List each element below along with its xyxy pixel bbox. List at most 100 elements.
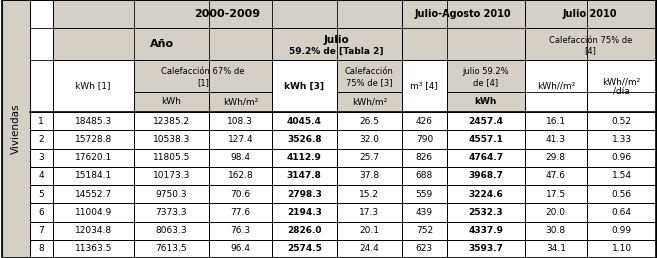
Text: 2: 2 (38, 135, 44, 144)
Bar (337, 60, 402, 92)
Bar (447, 60, 524, 92)
Bar (587, 185, 656, 203)
Bar (587, 130, 656, 149)
Text: 8: 8 (38, 244, 44, 253)
Text: 8063.3: 8063.3 (156, 226, 188, 235)
Bar (337, 112, 402, 130)
Text: Julio 2010: Julio 2010 (563, 9, 617, 19)
Bar (30, 240, 53, 258)
Text: 10173.3: 10173.3 (153, 171, 190, 180)
Bar (447, 240, 524, 258)
Bar (337, 167, 402, 185)
Bar (209, 240, 272, 258)
Bar (524, 240, 587, 258)
Text: kWh: kWh (474, 98, 497, 107)
Bar (447, 92, 524, 112)
Text: kWh [1]: kWh [1] (76, 82, 111, 91)
Bar (402, 167, 447, 185)
Text: 34.1: 34.1 (546, 244, 566, 253)
Bar (587, 60, 656, 112)
Bar (53, 112, 134, 130)
Text: 0.52: 0.52 (611, 117, 632, 126)
Bar (53, 130, 134, 149)
Text: 790: 790 (416, 135, 433, 144)
Bar (209, 130, 272, 149)
Bar (30, 149, 53, 167)
Bar (524, 0, 656, 28)
Text: kWh//m²: kWh//m² (603, 77, 641, 86)
Bar (30, 185, 53, 203)
Text: m³ [4]: m³ [4] (411, 82, 438, 91)
Bar (337, 222, 402, 240)
Text: 5: 5 (38, 190, 44, 199)
Bar (337, 240, 402, 258)
Text: 6: 6 (38, 208, 44, 217)
Text: 2532.3: 2532.3 (468, 208, 503, 217)
Text: 29.8: 29.8 (546, 153, 566, 162)
Text: julio 59.2%: julio 59.2% (463, 67, 509, 76)
Text: 3526.8: 3526.8 (287, 135, 322, 144)
Bar (337, 149, 402, 167)
Text: Viviendas: Viviendas (11, 104, 21, 154)
Text: 4557.1: 4557.1 (468, 135, 503, 144)
Text: 4337.9: 4337.9 (468, 226, 503, 235)
Text: 24.4: 24.4 (359, 244, 379, 253)
Text: 47.6: 47.6 (546, 171, 566, 180)
Bar (30, 167, 53, 185)
Bar (402, 0, 524, 28)
Bar (447, 167, 524, 185)
Bar (447, 149, 524, 167)
Bar (447, 112, 524, 130)
Text: 7373.3: 7373.3 (156, 208, 188, 217)
Bar (524, 130, 587, 149)
Bar (524, 222, 587, 240)
Bar (53, 149, 134, 167)
Bar (30, 203, 53, 222)
Text: 108.3: 108.3 (228, 117, 253, 126)
Text: 59.2% de [Tabla 2]: 59.2% de [Tabla 2] (290, 46, 384, 55)
Bar (587, 222, 656, 240)
Bar (337, 203, 402, 222)
Text: 162.8: 162.8 (228, 171, 253, 180)
Bar (134, 112, 209, 130)
Bar (402, 240, 447, 258)
Text: Calefacción: Calefacción (345, 67, 393, 76)
Text: Julio-Agosto 2010: Julio-Agosto 2010 (415, 9, 511, 19)
Text: 14552.7: 14552.7 (74, 190, 112, 199)
Bar (402, 28, 524, 60)
Bar (53, 0, 402, 28)
Bar (587, 167, 656, 185)
Text: 2000-2009: 2000-2009 (194, 9, 261, 19)
Text: 20.0: 20.0 (546, 208, 566, 217)
Bar (134, 92, 209, 112)
Text: 426: 426 (416, 117, 433, 126)
Text: 3968.7: 3968.7 (468, 171, 503, 180)
Text: 16.1: 16.1 (545, 117, 566, 126)
Bar (209, 92, 272, 112)
Bar (30, 130, 53, 149)
Text: 15184.1: 15184.1 (74, 171, 112, 180)
Bar (402, 130, 447, 149)
Text: 76.3: 76.3 (230, 226, 251, 235)
Bar (30, 0, 53, 258)
Bar (209, 222, 272, 240)
Text: kWh/m²: kWh/m² (351, 98, 387, 107)
Text: 826: 826 (416, 153, 433, 162)
Bar (402, 203, 447, 222)
Text: de [4]: de [4] (473, 78, 498, 87)
Bar (134, 240, 209, 258)
Bar (53, 185, 134, 203)
Text: kWh: kWh (161, 98, 182, 107)
Text: 30.8: 30.8 (545, 226, 566, 235)
Bar (53, 60, 134, 112)
Text: 1.10: 1.10 (611, 244, 632, 253)
Text: 41.3: 41.3 (546, 135, 566, 144)
Text: 3: 3 (38, 153, 44, 162)
Text: 26.5: 26.5 (359, 117, 379, 126)
Text: 9750.3: 9750.3 (156, 190, 188, 199)
Text: kWh//m²: kWh//m² (537, 82, 575, 91)
Text: 12034.8: 12034.8 (74, 226, 112, 235)
Bar (272, 185, 337, 203)
Bar (524, 167, 587, 185)
Bar (272, 167, 337, 185)
